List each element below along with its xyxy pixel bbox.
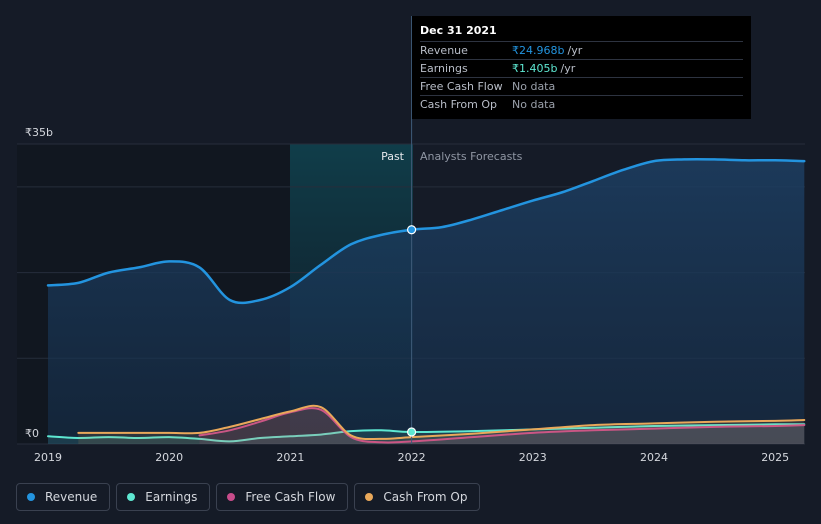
- cash-from-op-line: [77, 404, 806, 441]
- tooltip-label: Cash From Op: [420, 98, 498, 111]
- legend: Revenue Earnings Free Cash Flow Cash Fro…: [16, 483, 481, 511]
- x-tick-label: 2021: [276, 451, 304, 464]
- tooltip-row-free-cash-flow: Free Cash Flow No data: [420, 78, 743, 96]
- x-tick-label: 2019: [34, 451, 62, 464]
- tooltip-date: Dec 31 2021: [420, 23, 743, 42]
- revenue-line: [46, 157, 806, 305]
- legend-dot-icon: [27, 493, 35, 501]
- legend-item-earnings[interactable]: Earnings: [116, 483, 211, 511]
- x-tick-label: 2022: [398, 451, 426, 464]
- free-cash-flow-area: [199, 408, 805, 444]
- forecast-label: Analysts Forecasts: [420, 150, 523, 163]
- y-tick-max: ₹35b: [25, 126, 53, 139]
- legend-dot-icon: [227, 493, 236, 501]
- revenue-highlight-point: [407, 225, 417, 235]
- revenue-area: [48, 159, 805, 444]
- past-label: Past: [381, 150, 405, 163]
- legend-label: Revenue: [45, 490, 98, 504]
- cash-from-op-area: [78, 405, 805, 444]
- x-tick-label: 2023: [519, 451, 547, 464]
- tooltip-value: ₹24.968b: [512, 44, 565, 57]
- tooltip-row-revenue: Revenue ₹24.968b /yr: [420, 42, 743, 60]
- legend-dot-icon: [365, 493, 374, 501]
- tooltip-label: Revenue: [420, 44, 468, 57]
- tooltip-row-cash-from-op: Cash From Op No data: [420, 96, 743, 113]
- earnings-line: [47, 423, 806, 443]
- tooltip-row-earnings: Earnings ₹1.405b /yr: [420, 60, 743, 78]
- legend-label: Earnings: [145, 490, 198, 504]
- tooltip-unit: /yr: [567, 44, 583, 57]
- legend-label: Cash From Op: [383, 490, 468, 504]
- y-tick-zero: ₹0: [25, 427, 39, 440]
- tooltip-label: Earnings: [420, 62, 468, 75]
- x-tick-label: 2025: [761, 451, 789, 464]
- legend-dot-icon: [127, 493, 136, 501]
- legend-item-cash-from-op[interactable]: Cash From Op: [354, 483, 481, 511]
- tooltip-unit: /yr: [560, 62, 576, 75]
- x-tick-label: 2020: [155, 451, 183, 464]
- earnings-highlight-point: [407, 427, 417, 437]
- tooltip-value: ₹1.405b: [512, 62, 558, 75]
- legend-label: Free Cash Flow: [245, 490, 336, 504]
- tooltip-value: No data: [512, 80, 556, 93]
- legend-item-free-cash-flow[interactable]: Free Cash Flow: [216, 483, 349, 511]
- tooltip-label: Free Cash Flow: [420, 80, 503, 93]
- tooltip-value: No data: [512, 98, 556, 111]
- x-tick-label: 2024: [640, 451, 668, 464]
- legend-item-revenue[interactable]: Revenue: [16, 483, 111, 511]
- tooltip: Dec 31 2021 Revenue ₹24.968b /yr Earning…: [412, 16, 751, 119]
- x-axis: 2019 2020 2021 2022 2023 2024 2025: [34, 451, 789, 464]
